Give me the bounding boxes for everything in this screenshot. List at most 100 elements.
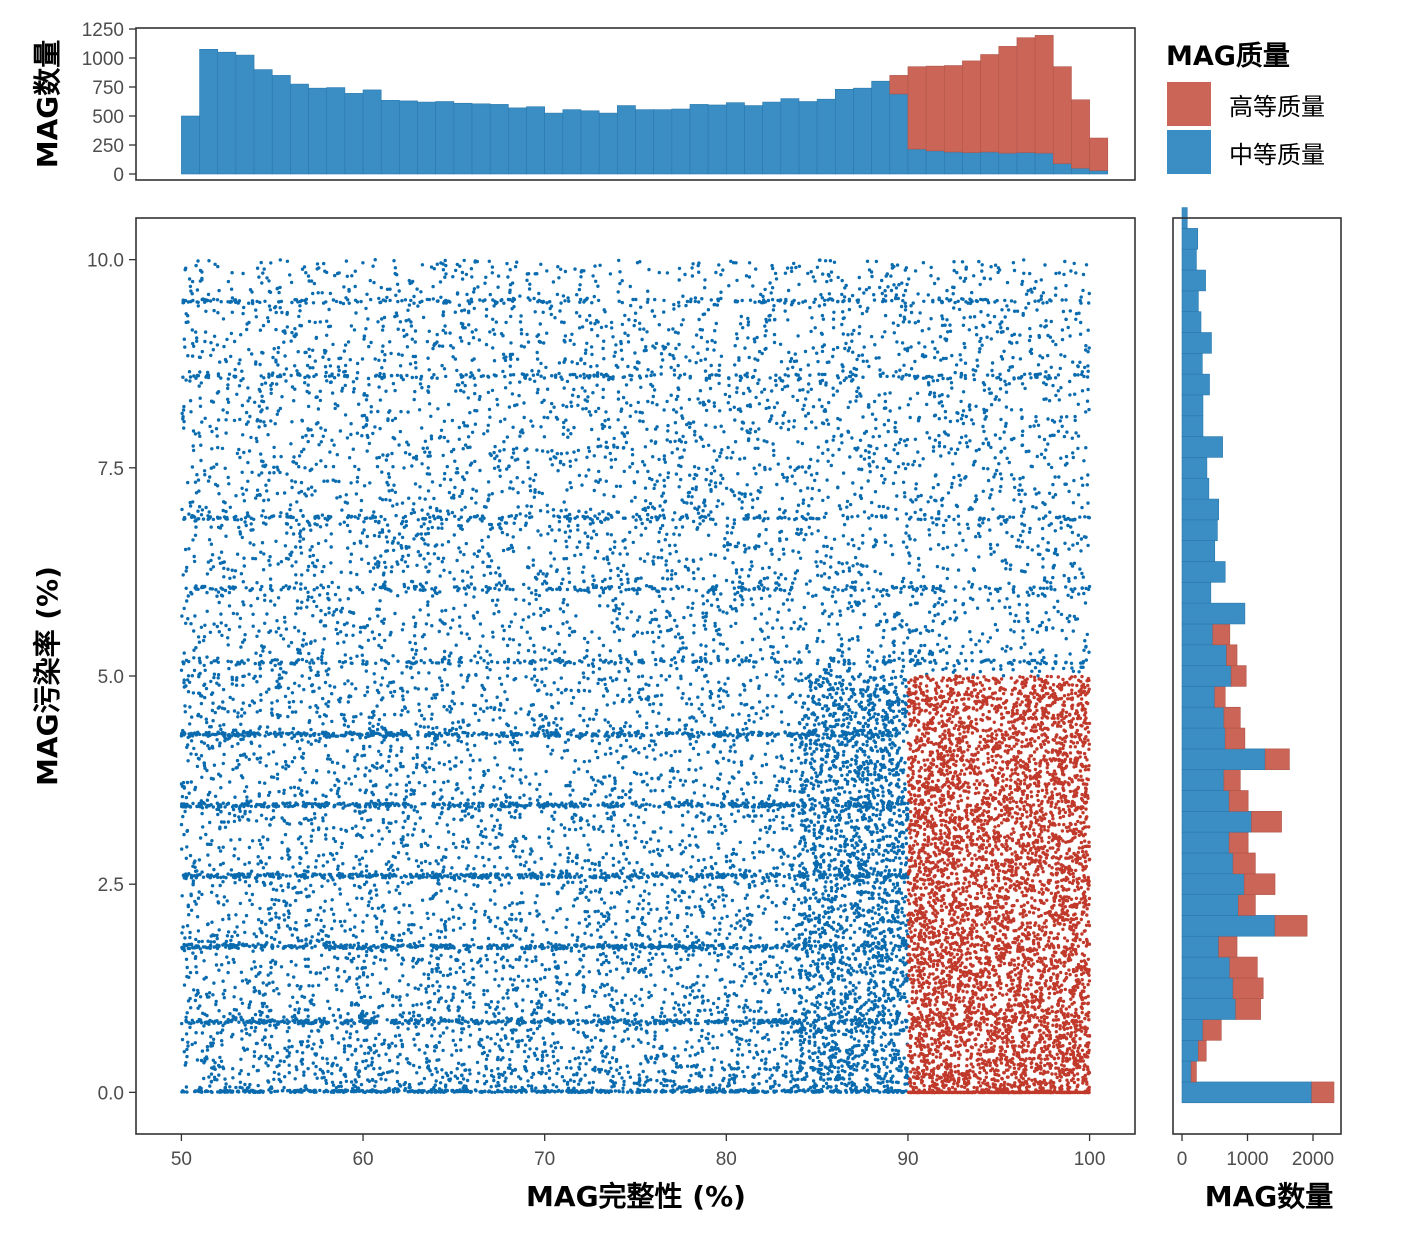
scatter-point [522, 598, 526, 602]
scatter-point [334, 627, 338, 632]
scatter-point [566, 435, 570, 439]
scatter-point [517, 393, 521, 398]
scatter-point [183, 936, 187, 940]
scatter-point [523, 1043, 528, 1047]
scatter-point [640, 521, 644, 526]
scatter-point [197, 431, 201, 435]
scatter-point [848, 455, 852, 459]
scatter-point [317, 739, 321, 744]
scatter-point [617, 795, 621, 800]
scatter-point [373, 519, 378, 523]
scatter-point [454, 756, 458, 760]
scatter-point [349, 1080, 354, 1084]
scatter-point [366, 638, 371, 642]
scatter-point [261, 981, 265, 985]
scatter-point [250, 892, 255, 897]
scatter-point [436, 862, 440, 866]
scatter-point [599, 924, 603, 929]
scatter-point [959, 478, 963, 482]
scatter-point [661, 344, 665, 348]
scatter-point [652, 555, 656, 559]
scatter-point [332, 376, 337, 380]
scatter-point [561, 577, 565, 581]
scatter-point [586, 446, 591, 450]
scatter-point [314, 565, 318, 569]
scatter-point [455, 558, 459, 563]
scatter-point [355, 376, 359, 381]
scatter-point [585, 648, 589, 653]
scatter-point [382, 315, 387, 320]
scatter-point [638, 557, 643, 561]
scatter-point [475, 1060, 480, 1065]
scatter-point [629, 303, 633, 308]
scatter-point [322, 479, 326, 483]
scatter-point [724, 859, 729, 864]
scatter-point [483, 913, 487, 917]
scatter-point [867, 852, 871, 857]
scatter-point [832, 537, 837, 541]
scatter-point [235, 612, 239, 616]
scatter-point [222, 752, 226, 757]
scatter-point [411, 1003, 415, 1008]
scatter-point [222, 566, 226, 570]
scatter-point [319, 426, 323, 430]
scatter-point [850, 580, 855, 585]
scatter-point [832, 260, 837, 264]
scatter-point [721, 268, 725, 272]
scatter-point [900, 669, 904, 673]
scatter-point [518, 796, 522, 800]
scatter-point [499, 883, 504, 887]
scatter-point [582, 760, 586, 764]
scatter-point [519, 328, 524, 332]
scatter-point [714, 968, 718, 972]
scatter-point [386, 881, 390, 885]
scatter-point [1007, 368, 1011, 373]
scatter-point [575, 361, 580, 366]
scatter-point [516, 1043, 520, 1047]
scatter-point [684, 871, 689, 875]
scatter-point [353, 755, 357, 759]
scatter-point [354, 492, 359, 496]
scatter-point [1081, 272, 1086, 277]
scatter-point [601, 694, 606, 698]
scatter-point [1087, 291, 1092, 296]
scatter-point [379, 285, 383, 290]
scatter-point [196, 478, 201, 482]
scatter-point [311, 348, 315, 352]
scatter-point [655, 683, 660, 687]
scatter-point [694, 778, 698, 783]
scatter-point [406, 983, 410, 987]
scatter-point [458, 926, 463, 930]
scatter-point [270, 707, 274, 711]
scatter-point [676, 769, 680, 774]
scatter-point [752, 665, 756, 669]
scatter-point [526, 465, 530, 470]
scatter-point [702, 623, 706, 628]
scatter-point [709, 552, 713, 556]
scatter-point [797, 987, 802, 992]
scatter-point [494, 1007, 498, 1011]
scatter-point [660, 1011, 664, 1015]
scatter-point [344, 1030, 349, 1034]
scatter-point [668, 552, 672, 556]
scatter-point [311, 828, 315, 832]
scatter-point [191, 538, 195, 542]
scatter-point [209, 353, 213, 358]
scatter-point [282, 743, 287, 747]
scatter-point [467, 341, 471, 346]
scatter-point [297, 879, 301, 883]
scatter-point [533, 860, 537, 864]
scatter-point [423, 783, 427, 788]
scatter-point [379, 698, 384, 702]
scatter-point [512, 978, 516, 982]
scatter-point [565, 451, 569, 455]
scatter-point [437, 629, 441, 634]
scatter-point [567, 299, 571, 303]
scatter-point [519, 862, 523, 867]
scatter-point [520, 1009, 525, 1013]
scatter-point [514, 917, 518, 921]
scatter-point [414, 765, 419, 770]
scatter-point [578, 314, 582, 318]
scatter-point [933, 438, 937, 442]
scatter-point [1032, 585, 1036, 589]
